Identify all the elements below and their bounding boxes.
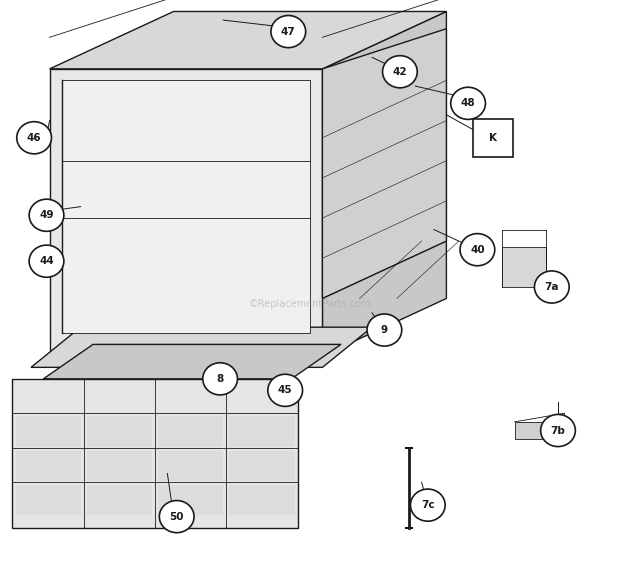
- FancyBboxPatch shape: [229, 416, 294, 447]
- Polygon shape: [322, 11, 446, 356]
- Circle shape: [460, 234, 495, 266]
- Circle shape: [29, 199, 64, 231]
- Text: 7a: 7a: [544, 282, 559, 292]
- Text: 50: 50: [169, 511, 184, 522]
- Polygon shape: [50, 69, 322, 356]
- Circle shape: [383, 56, 417, 88]
- Circle shape: [268, 374, 303, 406]
- Polygon shape: [502, 247, 546, 287]
- Polygon shape: [12, 379, 298, 528]
- Text: 42: 42: [392, 67, 407, 77]
- Text: 9: 9: [381, 325, 388, 335]
- Text: 7c: 7c: [421, 500, 435, 510]
- FancyBboxPatch shape: [472, 119, 513, 157]
- Polygon shape: [62, 80, 310, 333]
- FancyBboxPatch shape: [16, 485, 81, 515]
- Polygon shape: [515, 422, 564, 439]
- Text: 8: 8: [216, 374, 224, 384]
- Circle shape: [451, 87, 485, 119]
- Polygon shape: [43, 344, 341, 379]
- FancyBboxPatch shape: [158, 416, 223, 447]
- Text: 7b: 7b: [551, 425, 565, 436]
- FancyBboxPatch shape: [158, 451, 223, 481]
- Circle shape: [367, 314, 402, 346]
- Circle shape: [541, 414, 575, 447]
- Text: ©ReplacementParts.com: ©ReplacementParts.com: [249, 299, 371, 309]
- FancyBboxPatch shape: [87, 485, 152, 515]
- Text: 40: 40: [470, 245, 485, 255]
- Text: 47: 47: [281, 26, 296, 37]
- Circle shape: [534, 271, 569, 303]
- Text: 45: 45: [278, 385, 293, 395]
- FancyBboxPatch shape: [229, 451, 294, 481]
- Circle shape: [17, 122, 51, 154]
- Text: 44: 44: [39, 256, 54, 266]
- FancyBboxPatch shape: [16, 416, 81, 447]
- FancyBboxPatch shape: [16, 451, 81, 481]
- Circle shape: [203, 363, 237, 395]
- Polygon shape: [31, 327, 372, 367]
- Text: K: K: [489, 133, 497, 143]
- FancyBboxPatch shape: [87, 451, 152, 481]
- FancyBboxPatch shape: [229, 485, 294, 515]
- Text: 46: 46: [27, 133, 42, 143]
- FancyBboxPatch shape: [87, 416, 152, 447]
- FancyBboxPatch shape: [158, 485, 223, 515]
- Circle shape: [271, 15, 306, 48]
- Circle shape: [159, 501, 194, 533]
- Circle shape: [410, 489, 445, 521]
- Polygon shape: [50, 11, 446, 69]
- Text: 49: 49: [39, 210, 54, 220]
- Circle shape: [29, 245, 64, 277]
- Text: 48: 48: [461, 98, 476, 108]
- Polygon shape: [322, 29, 446, 298]
